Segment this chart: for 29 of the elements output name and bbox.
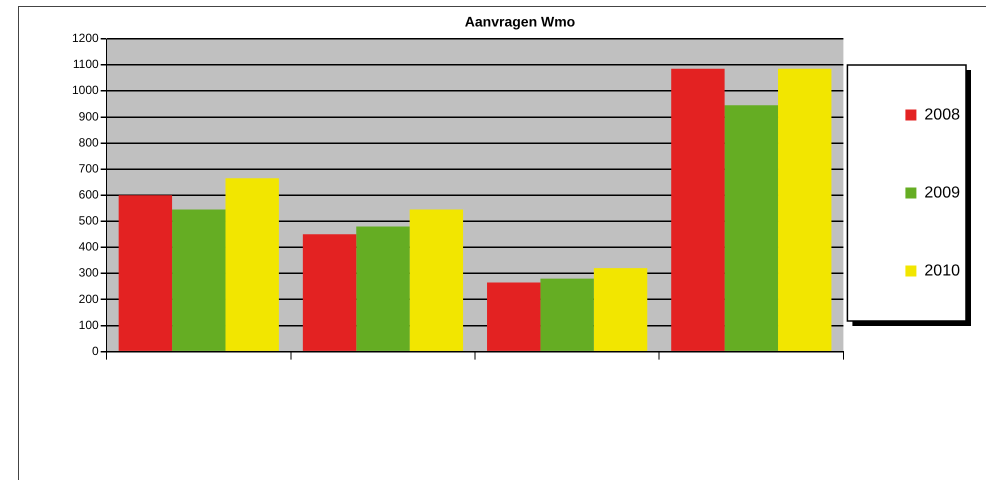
bar (671, 68, 725, 351)
chart-title: Aanvragen Wmo (464, 13, 576, 30)
y-tick-label: 0 (92, 344, 100, 358)
bar (356, 226, 410, 351)
y-tick-label: 200 (78, 292, 100, 306)
bar (487, 282, 540, 351)
y-tick-label: 600 (78, 188, 100, 202)
y-tick-label: 400 (78, 240, 100, 254)
bar (778, 68, 832, 351)
bar (118, 195, 172, 351)
bar (410, 210, 464, 351)
y-tick-label: 700 (78, 161, 100, 176)
y-tick-label: 300 (78, 266, 100, 280)
legend-label: 2008 (924, 106, 960, 124)
bar (594, 268, 648, 351)
y-tick-label: 800 (78, 135, 100, 150)
bar (172, 210, 226, 351)
legend-label: 2010 (924, 262, 960, 280)
y-tick-label: 1200 (72, 31, 100, 46)
bar (540, 278, 594, 351)
legend-label: 2009 (924, 184, 960, 202)
y-tick-label: 100 (78, 318, 100, 332)
bar (724, 105, 778, 351)
y-tick-label: 1100 (72, 57, 100, 72)
y-tick-label: 900 (78, 109, 100, 124)
y-tick-label: 500 (78, 214, 100, 228)
bar (225, 178, 279, 351)
y-tick-label: 1000 (72, 83, 100, 98)
bar (302, 234, 356, 351)
